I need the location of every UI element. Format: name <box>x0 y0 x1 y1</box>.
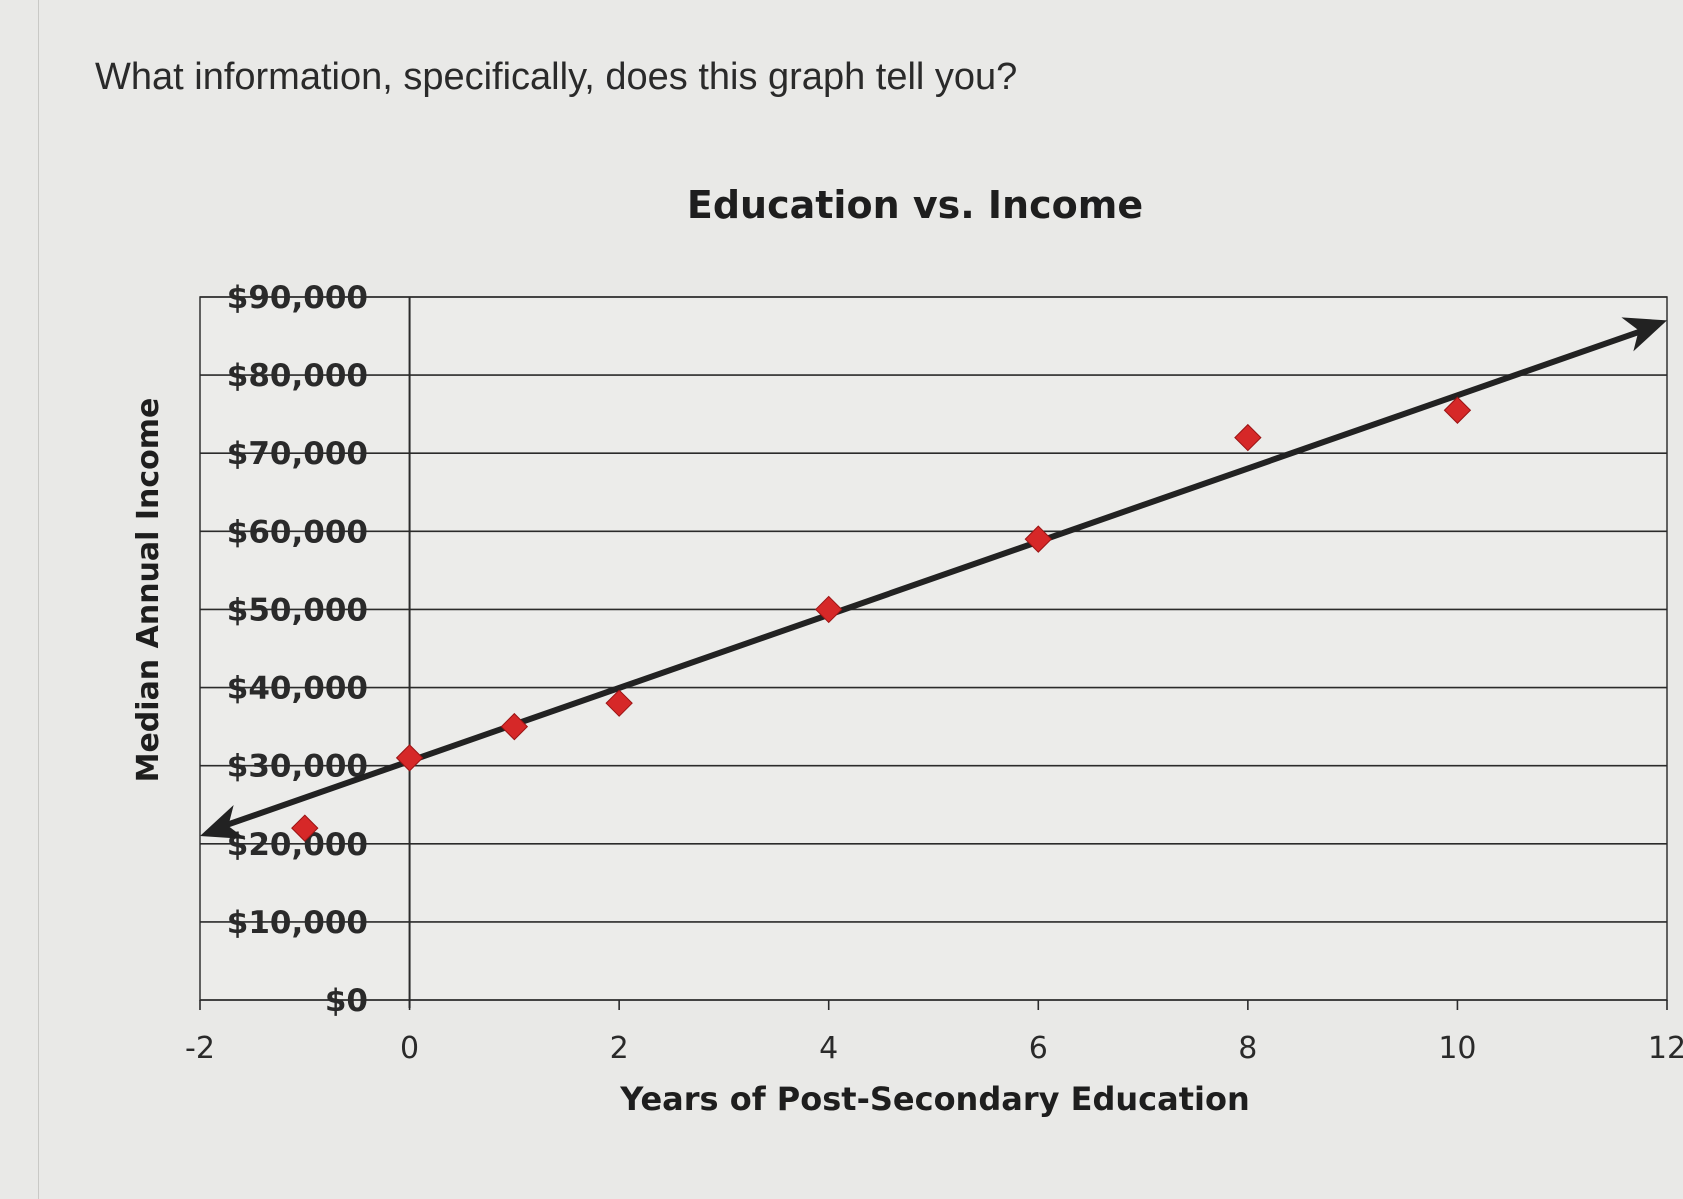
x-tick-label: 6 <box>1029 1031 1048 1066</box>
x-axis-label: Years of Post-Secondary Education <box>619 1080 1250 1118</box>
data-point <box>395 744 424 772</box>
y-tick-label: $80,000 <box>227 358 368 394</box>
data-point <box>291 814 319 842</box>
data-point <box>1234 423 1262 452</box>
data-point <box>500 712 529 741</box>
question-text: What information, specifically, does thi… <box>95 56 1018 98</box>
data-point <box>1443 396 1472 424</box>
x-tick-label: 2 <box>610 1031 629 1066</box>
y-tick-label: $10,000 <box>227 905 368 941</box>
y-tick-label: $50,000 <box>227 592 368 628</box>
trend-line <box>217 325 1650 831</box>
data-point <box>605 689 633 717</box>
y-tick-label: $60,000 <box>227 514 368 550</box>
x-tick-label: 0 <box>400 1031 419 1066</box>
x-tick-label: 8 <box>1238 1031 1257 1066</box>
y-tick-label: $70,000 <box>227 436 368 472</box>
x-tick-label: 4 <box>819 1031 838 1066</box>
trend-arrow-end <box>1621 317 1667 352</box>
chart-title: Education vs. Income <box>687 183 1143 227</box>
data-point <box>815 595 843 624</box>
page-edge <box>38 0 39 1199</box>
x-tick-label: -2 <box>185 1031 215 1066</box>
trend-arrow-start <box>200 805 246 840</box>
plot-area <box>199 296 1668 1001</box>
x-tick-label: 12 <box>1648 1031 1683 1066</box>
y-tick-label: $0 <box>325 983 368 1019</box>
y-axis-label: Median Annual Income <box>131 398 166 783</box>
y-tick-label: $30,000 <box>227 749 368 785</box>
y-tick-label: $90,000 <box>227 280 368 316</box>
x-tick-label: 10 <box>1438 1031 1476 1066</box>
y-tick-label: $40,000 <box>227 671 368 707</box>
data-point <box>1024 525 1052 553</box>
